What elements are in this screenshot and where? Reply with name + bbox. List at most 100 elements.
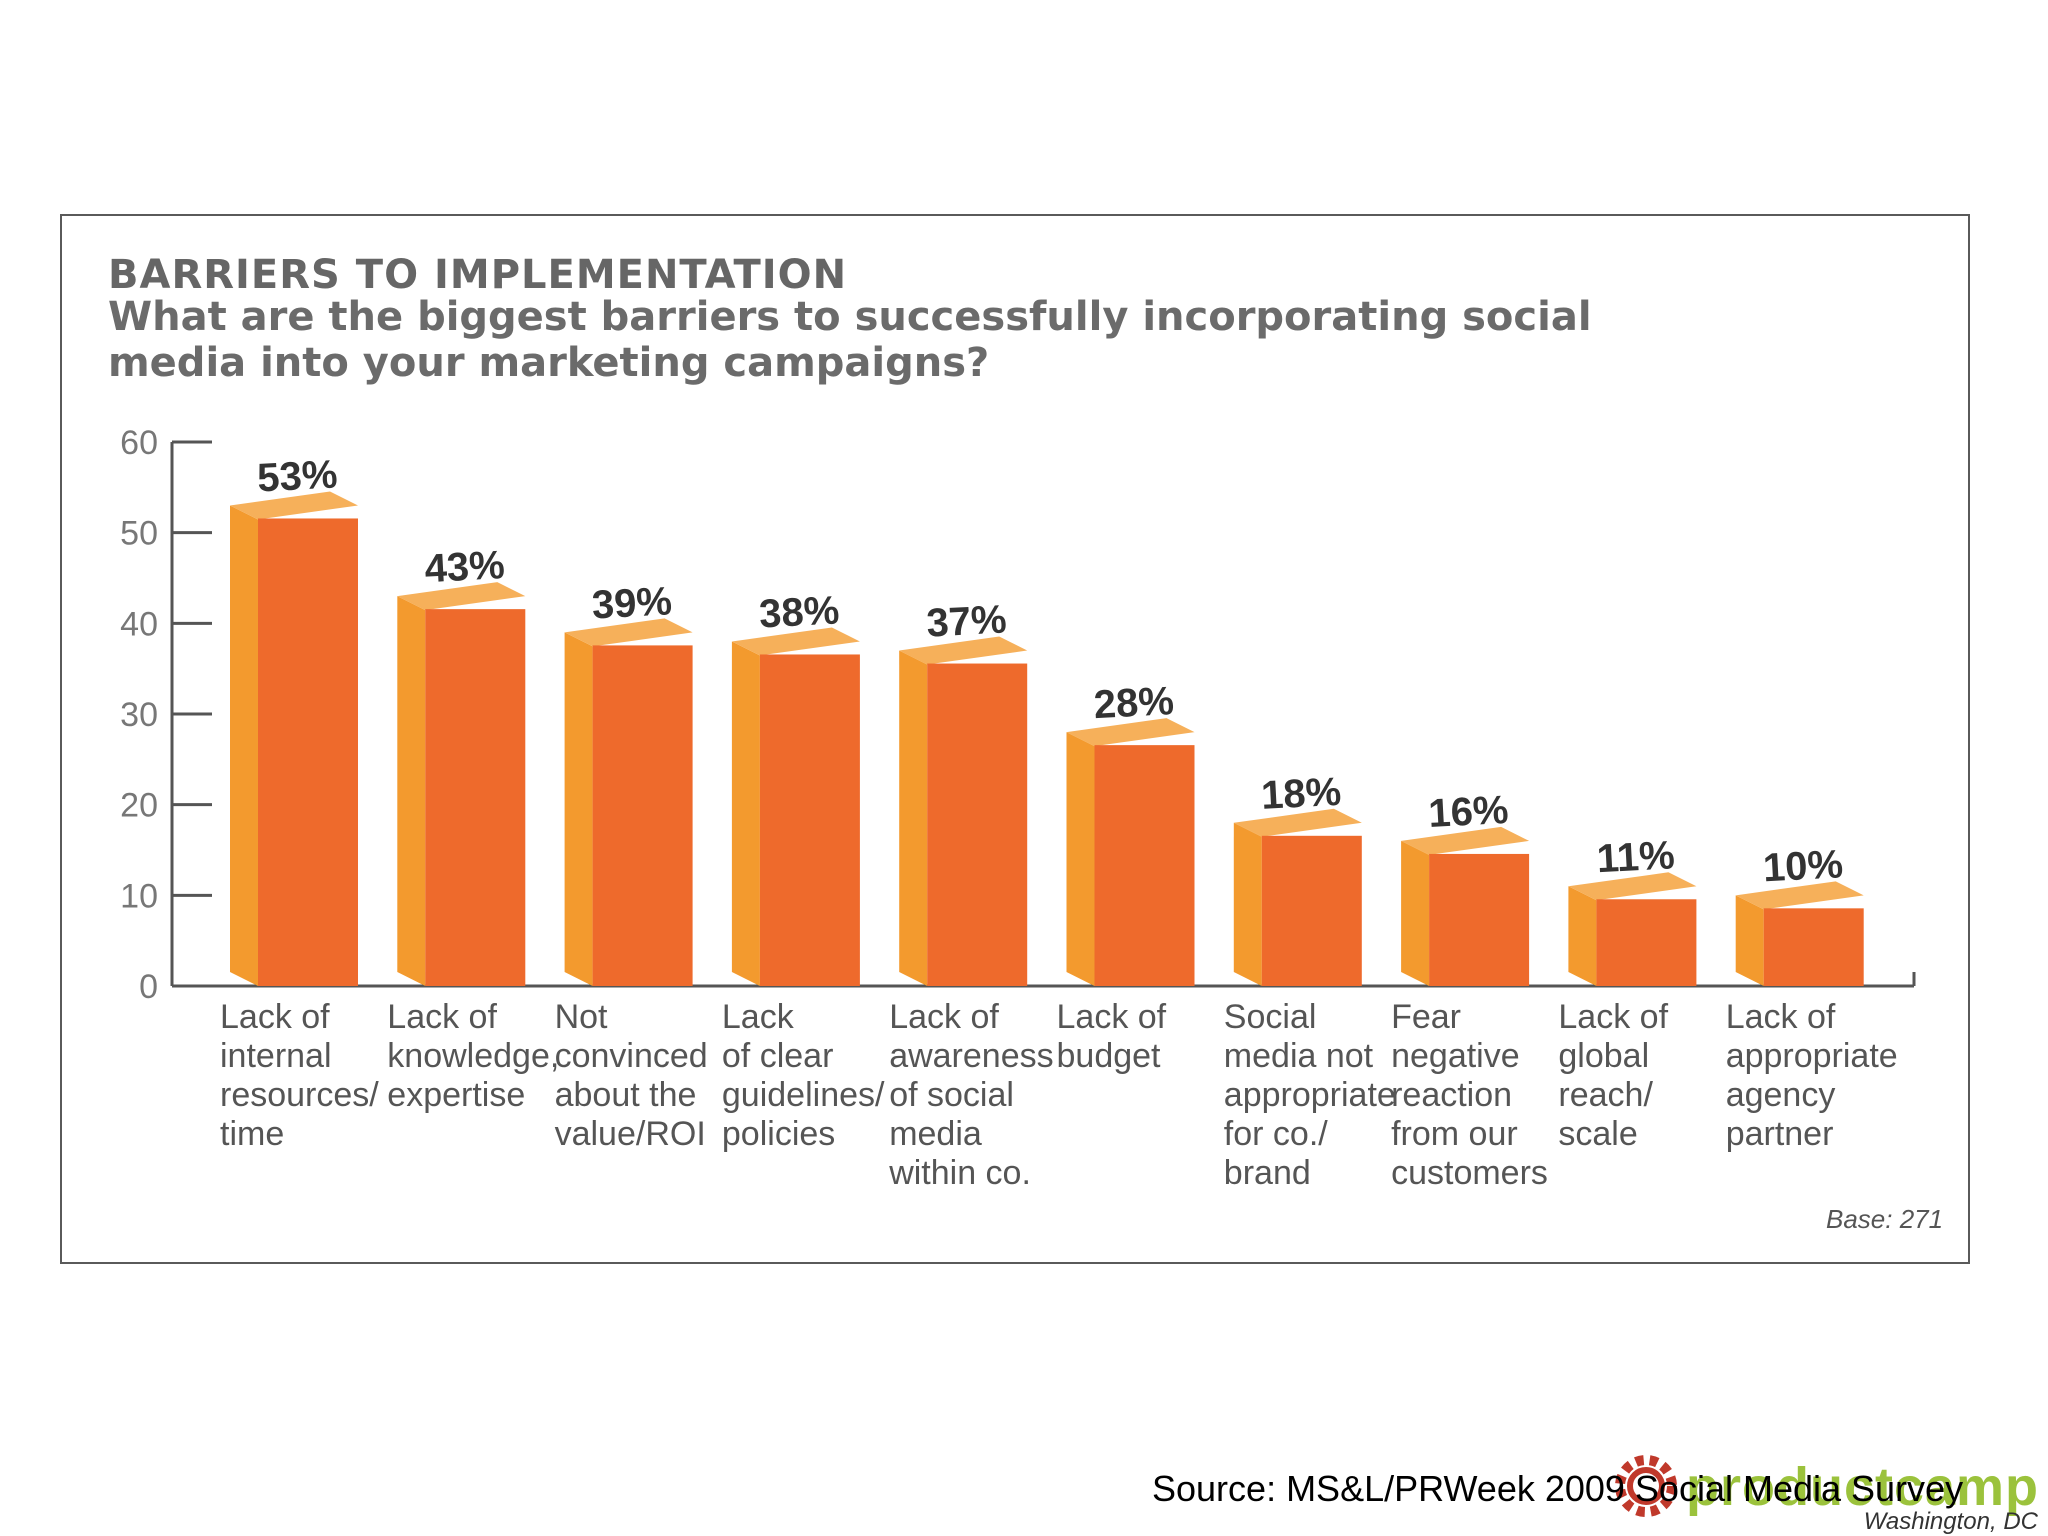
- bar-top-face: [1735, 881, 1864, 910]
- category-label-line: policies: [722, 1115, 835, 1153]
- bar-side-face: [1735, 895, 1764, 986]
- bar: [1429, 853, 1530, 986]
- bar-side-face: [1066, 732, 1095, 986]
- category-label-line: Lack of: [1726, 998, 1836, 1036]
- bar-side-face: [1401, 840, 1430, 986]
- y-tick-label: 40: [120, 605, 158, 643]
- data-label: 53%: [256, 452, 338, 500]
- logo-subtitle: Washington, DC: [1863, 1508, 2038, 1535]
- category-label-line: Lack of: [220, 998, 330, 1036]
- category-label-line: reaction: [1391, 1076, 1512, 1114]
- category-label-line: knowledge,: [387, 1037, 559, 1075]
- category-label-line: negative: [1391, 1037, 1520, 1075]
- y-tick-label: 50: [120, 515, 158, 553]
- bar-side-face: [397, 596, 426, 986]
- bar: [759, 654, 860, 986]
- category-label-line: for co./: [1224, 1115, 1328, 1153]
- category-label-line: customers: [1391, 1154, 1548, 1192]
- category-label-line: of clear: [722, 1037, 834, 1075]
- data-label: 43%: [423, 543, 505, 591]
- source-caption: Source: MS&L/PRWeek 2009 Social Media Su…: [1152, 1468, 1964, 1509]
- category-label-line: Lack of: [889, 998, 999, 1036]
- category-label: Lack of budget: [1057, 998, 1167, 1075]
- data-label: 11%: [1596, 833, 1676, 881]
- category-label-line: of social: [889, 1076, 1014, 1114]
- category-label: Social media not appropriate for co./brand: [1224, 998, 1396, 1192]
- category-label-line: appropriate: [1224, 1076, 1396, 1114]
- category-label-line: partner: [1726, 1115, 1834, 1153]
- category-label-line: within co.: [888, 1154, 1031, 1192]
- gear-icon: [1615, 1455, 1677, 1517]
- category-label-line: expertise: [387, 1076, 525, 1114]
- category-label-line: Social: [1224, 998, 1317, 1036]
- category-label-line: convinced: [555, 1037, 708, 1075]
- bar-top-face: [1066, 718, 1195, 747]
- category-label: Lack of internal resources/time: [220, 998, 379, 1153]
- bar: [1763, 908, 1864, 986]
- category-label-line: Fear: [1391, 998, 1461, 1036]
- category-label-line: internal: [220, 1037, 332, 1075]
- category-label-line: reach/: [1558, 1076, 1653, 1114]
- category-label: Lack of global reach/scale: [1558, 998, 1668, 1153]
- base-note: Base: 271: [1826, 1204, 1944, 1234]
- data-label: 18%: [1260, 770, 1342, 818]
- y-tick-label: 0: [139, 968, 158, 1006]
- category-label-line: awareness: [889, 1037, 1053, 1075]
- bar-side-face: [731, 641, 760, 986]
- chart-title: BARRIERS TO IMPLEMENTATION: [108, 252, 848, 298]
- category-label-line: agency: [1726, 1076, 1836, 1114]
- bar-top-face: [230, 491, 358, 520]
- category-label-line: Lack: [722, 998, 795, 1036]
- y-tick-label: 20: [120, 787, 158, 825]
- y-tick-label: 10: [120, 877, 158, 915]
- category-label-line: brand: [1224, 1154, 1311, 1192]
- category-label-line: scale: [1558, 1115, 1637, 1153]
- category-label-line: value/ROI: [555, 1115, 706, 1153]
- bar-side-face: [1568, 886, 1597, 986]
- data-label: 38%: [758, 588, 840, 636]
- category-label-line: Not: [555, 998, 608, 1036]
- chart-subtitle: What are the biggest barriers to success…: [108, 294, 1592, 386]
- bar-side-face: [899, 650, 928, 986]
- category-label-line: guidelines/: [722, 1076, 885, 1114]
- bar-top-face: [397, 582, 526, 611]
- data-label: 39%: [591, 579, 673, 627]
- category-label: Lack of clear guidelines/policies: [722, 998, 885, 1153]
- category-label-line: Lack of: [1558, 998, 1668, 1036]
- category-label-line: media: [889, 1115, 982, 1153]
- bar-side-face: [1233, 822, 1262, 986]
- category-label-line: media not: [1224, 1037, 1374, 1075]
- category-label-line: about the: [555, 1076, 697, 1114]
- category-label-line: resources/: [220, 1076, 379, 1114]
- bar-top-face: [1401, 826, 1530, 855]
- category-label: Fear negative reaction from our customers: [1391, 998, 1548, 1192]
- bar-side-face: [564, 632, 593, 986]
- y-tick-label: 60: [120, 424, 158, 462]
- bar: [1596, 899, 1697, 986]
- bar-top-face: [564, 618, 693, 647]
- category-label-line: global: [1558, 1037, 1649, 1075]
- category-label: Lack of awareness of social media within co.: [888, 998, 1053, 1192]
- bar: [258, 518, 358, 986]
- bar-top-face: [731, 627, 860, 656]
- bar: [592, 645, 693, 986]
- data-label: 37%: [925, 597, 1007, 645]
- category-label-line: time: [220, 1115, 284, 1153]
- bar: [927, 663, 1028, 986]
- bar: [1094, 745, 1195, 986]
- category-label: Lack of knowledge, expertise: [387, 998, 559, 1114]
- category-label-line: Lack of: [387, 998, 497, 1036]
- data-label: 16%: [1427, 788, 1509, 836]
- bar: [425, 609, 526, 986]
- category-label-line: from our: [1391, 1115, 1518, 1153]
- y-tick-label: 30: [120, 696, 158, 734]
- data-label: 10%: [1762, 842, 1844, 890]
- logo-wordmark: productcamp: [1686, 1457, 2040, 1517]
- bar-top-face: [1233, 808, 1362, 837]
- bar-top-face: [899, 636, 1028, 665]
- category-label: Lack of appropriate agency partner: [1726, 998, 1898, 1153]
- productcamp-logo: productcamp Washington, DC: [1596, 1440, 2046, 1536]
- category-label-line: appropriate: [1726, 1037, 1898, 1075]
- data-label: 28%: [1093, 679, 1175, 727]
